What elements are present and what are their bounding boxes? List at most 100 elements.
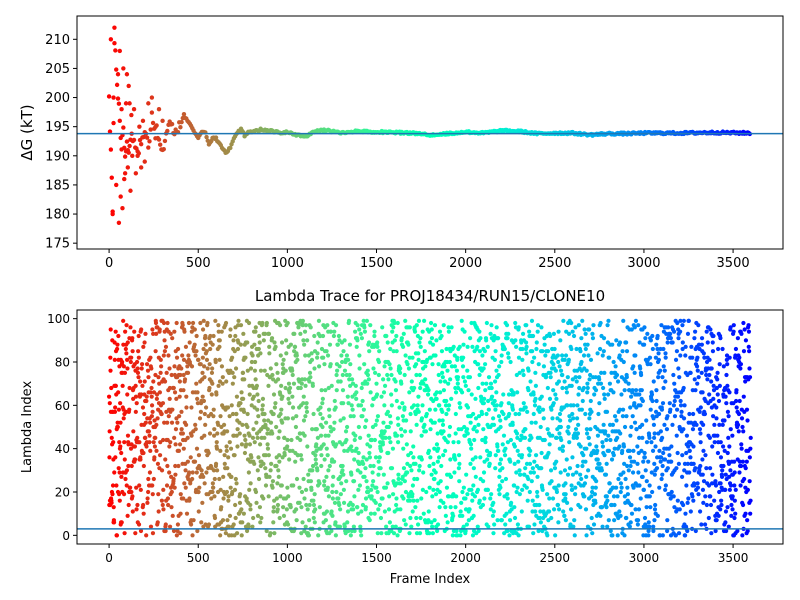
lambda-point [466, 388, 471, 393]
lambda-point [121, 364, 126, 369]
lambda-point [281, 513, 287, 518]
lambda-point [178, 492, 183, 497]
lambda-point [359, 509, 364, 514]
lambda-point [181, 496, 186, 501]
lambda-point [632, 370, 637, 375]
lambda-point [187, 470, 192, 475]
lambda-point [731, 323, 736, 328]
lambda-point [385, 340, 390, 345]
lambda-point [501, 411, 506, 417]
lambda-point [517, 468, 522, 473]
lambda-point [348, 414, 353, 419]
lambda-point [618, 513, 623, 518]
lambda-point [535, 329, 540, 334]
lambda-point [426, 518, 431, 523]
lambda-point [553, 368, 558, 373]
lambda-point [123, 346, 128, 352]
lambda-point [709, 531, 714, 536]
lambda-point [435, 459, 440, 464]
lambda-point [339, 481, 344, 486]
lambda-point [277, 429, 282, 434]
lambda-point [136, 333, 141, 339]
lambda-point [685, 528, 690, 534]
lambda-point [687, 448, 692, 453]
delta-g-y-tick-label: 195 [45, 120, 70, 135]
lambda-point [404, 442, 409, 447]
delta-g-point [123, 101, 129, 106]
lambda-point [400, 344, 406, 349]
delta-g-point [108, 147, 114, 152]
lambda-point [327, 342, 333, 347]
lambda-point [610, 533, 615, 538]
lambda-point [697, 468, 702, 473]
lambda-point [688, 455, 693, 460]
lambda-point [153, 435, 158, 440]
lambda-point [524, 351, 529, 356]
lambda-point [334, 388, 339, 393]
lambda-point [668, 407, 673, 412]
lambda-point [176, 448, 182, 453]
lambda-point [459, 390, 465, 395]
lambda-point [107, 401, 112, 406]
lambda-point [113, 455, 118, 460]
lambda-point [456, 440, 461, 445]
lambda-point [542, 437, 547, 443]
lambda-point [218, 533, 223, 538]
lambda-point [174, 355, 180, 360]
lambda-point [294, 518, 299, 523]
lambda-point [602, 392, 607, 397]
lambda-point [430, 342, 436, 347]
lambda-point [358, 331, 363, 336]
lambda-point [459, 500, 464, 505]
lambda-point [570, 472, 576, 477]
lambda-point [497, 364, 502, 369]
lambda-point [284, 351, 289, 356]
delta-g-y-tick-label: 210 [45, 33, 70, 48]
lambda-point [411, 444, 416, 449]
lambda-point [745, 528, 750, 534]
lambda-point [443, 505, 448, 510]
lambda-point [655, 346, 660, 352]
lambda-point [129, 489, 134, 495]
lambda-point [270, 485, 275, 490]
lambda-point [262, 418, 267, 423]
lambda-point [545, 349, 551, 354]
lambda-point [227, 440, 232, 445]
lambda-point [338, 474, 343, 479]
lambda-point [715, 377, 720, 382]
lambda-point [563, 492, 568, 497]
lambda-point [678, 318, 683, 323]
lambda-point [441, 388, 447, 393]
lambda-point [192, 459, 198, 464]
lambda-point [321, 355, 326, 360]
lambda-point [377, 349, 382, 354]
lambda-point [113, 329, 118, 334]
lambda-point [534, 340, 539, 345]
lambda-point [543, 375, 549, 380]
lambda-point [433, 407, 438, 412]
lambda-point [704, 329, 709, 334]
lambda-point [299, 531, 304, 536]
lambda-point [112, 470, 117, 475]
lambda-point [364, 457, 369, 462]
lambda-point [169, 372, 174, 378]
lambda-point [382, 509, 387, 514]
lambda-point [640, 474, 645, 479]
lambda-point [290, 394, 295, 399]
lambda-point [640, 422, 645, 427]
lambda-point [486, 398, 491, 404]
lambda-point [498, 485, 503, 490]
lambda-point [255, 435, 260, 440]
lambda-point [567, 414, 572, 419]
lambda-point [349, 444, 354, 449]
lambda-point [471, 411, 476, 417]
lambda-point [157, 453, 163, 458]
lambda-point [161, 437, 166, 443]
lambda-point [600, 444, 606, 449]
lambda-point [713, 479, 718, 484]
lambda-point [476, 422, 481, 427]
lambda-point [182, 481, 187, 486]
lambda-point [573, 325, 578, 330]
lambda-point [245, 424, 250, 430]
lambda-point [430, 524, 435, 529]
